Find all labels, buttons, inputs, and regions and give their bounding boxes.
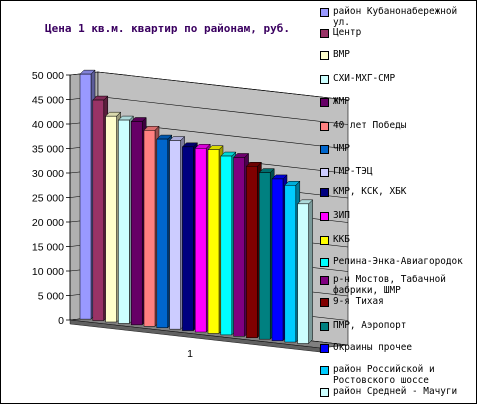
legend-item: район Российской и Ростовского шоссе: [318, 364, 477, 386]
bar: [79, 73, 92, 320]
y-tick-label: 15 000: [32, 242, 64, 254]
legend-swatch: [320, 75, 329, 84]
legend-item: район Кубанонабережной ул.: [318, 6, 477, 28]
legend-label: ЧМР: [333, 143, 350, 154]
legend-label: ККБ: [333, 234, 350, 245]
legend-swatch: [320, 388, 329, 397]
gridline: [97, 71, 349, 101]
legend-label: ГМР-ТЭЦ: [333, 166, 373, 177]
legend-item: Репина-Энка-Авиагородок: [318, 256, 477, 267]
y-tick-label: 40 000: [32, 119, 64, 131]
legend-item: 9-я Тихая: [318, 296, 477, 307]
legend-label: КМР, КСК, ХБК: [333, 186, 407, 197]
legend-swatch: [320, 322, 329, 331]
legend-swatch: [320, 298, 329, 307]
y-tick-label: 0: [58, 315, 64, 327]
x-category-label: 1: [187, 348, 193, 360]
bar: [233, 157, 245, 337]
legend-label: СХИ-МХГ-СМР: [333, 73, 396, 84]
legend-swatch: [320, 51, 329, 60]
legend-swatch: [320, 276, 329, 285]
bar: [284, 185, 297, 343]
bar: [143, 130, 156, 327]
legend-label: 40 лет Победы: [333, 120, 407, 131]
legend-item: ЧМР: [318, 143, 477, 154]
legend-label: район Кубанонабережной ул.: [333, 6, 458, 28]
gridline: [97, 96, 349, 125]
legend-item: Центр: [318, 27, 477, 38]
bar: [169, 140, 181, 330]
legend-item: СХИ-МХГ-СМР: [318, 73, 477, 84]
y-tick-label: 50 000: [32, 70, 64, 82]
bar: [220, 155, 233, 336]
y-tick-label: 30 000: [32, 168, 64, 180]
y-tick-label: 45 000: [32, 95, 64, 107]
legend-swatch: [320, 168, 329, 177]
legend-item: 40 лет Победы: [318, 120, 477, 131]
chart-legend: район Кубанонабережной ул. Центр ВМР СХИ-МХ…: [318, 4, 477, 402]
y-tick-label: 10 000: [32, 266, 64, 278]
legend-label: ВМР: [333, 49, 350, 60]
legend-label: ПМР, Аэропорт: [333, 320, 407, 331]
legend-swatch: [320, 8, 329, 17]
legend-label: 9-я Тихая: [333, 296, 384, 307]
chart-title: Цена 1 кв.м. квартир по районам, руб.: [45, 22, 291, 35]
legend-item: р-н Мостов, Табачной фабрики, ШМР: [318, 274, 477, 296]
legend-label: Репина-Энка-Авиагородок: [333, 256, 463, 267]
legend-item: ВМР: [318, 49, 477, 60]
y-tick-label: 25 000: [32, 193, 64, 205]
legend-label: р-н Мостов, Табачной фабрики, ШМР: [333, 274, 446, 296]
legend-swatch: [320, 344, 329, 353]
bar: [207, 149, 220, 334]
legend-label: Центр: [333, 27, 362, 38]
bar: [105, 115, 117, 323]
y-tick-label: 35 000: [32, 144, 64, 156]
legend-item: ЗИП: [318, 210, 477, 221]
bar: [92, 99, 105, 321]
legend-item: район Средней - Мачуги: [318, 386, 477, 397]
legend-swatch: [320, 188, 329, 197]
bar: [118, 119, 130, 324]
legend-swatch: [320, 366, 329, 375]
legend-label: ЖМР: [333, 96, 350, 107]
legend-swatch: [320, 236, 329, 245]
legend-item: ЖМР: [318, 96, 477, 107]
legend-item: Окраины прочее: [318, 342, 477, 353]
legend-swatch: [320, 212, 329, 221]
y-tick-label: 5 000: [38, 291, 64, 303]
legend-swatch: [320, 122, 329, 131]
legend-swatch: [320, 258, 329, 267]
bar-side: [308, 199, 313, 345]
bar: [194, 148, 207, 333]
legend-item: ПМР, Аэропорт: [318, 320, 477, 331]
legend-swatch: [320, 98, 329, 107]
bar: [156, 138, 169, 328]
legend-swatch: [320, 145, 329, 154]
legend-item: ККБ: [318, 234, 477, 245]
legend-label: Окраины прочее: [333, 342, 413, 353]
legend-swatch: [320, 29, 329, 38]
legend-item: ГМР-ТЭЦ: [318, 166, 477, 177]
bar: [246, 166, 258, 339]
legend-label: ЗИП: [333, 210, 350, 221]
legend-label: район Российской и Ростовского шоссе: [333, 364, 435, 386]
legend-label: район Средней - Мачуги: [333, 386, 458, 397]
bar: [297, 203, 309, 344]
bar: [130, 121, 143, 326]
bar: [182, 146, 194, 331]
bar: [258, 172, 271, 340]
legend-item: КМР, КСК, ХБК: [318, 186, 477, 197]
bar: [271, 178, 284, 341]
y-tick-label: 20 000: [32, 217, 64, 229]
